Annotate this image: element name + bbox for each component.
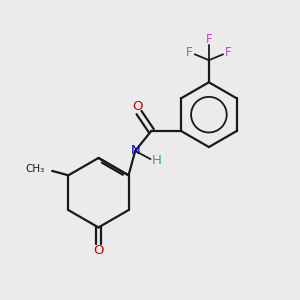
Text: O: O bbox=[132, 100, 143, 112]
Text: F: F bbox=[225, 46, 232, 59]
Text: H: H bbox=[152, 154, 162, 167]
Text: F: F bbox=[186, 46, 193, 59]
Text: F: F bbox=[206, 33, 212, 46]
Text: N: N bbox=[130, 144, 140, 158]
Text: CH₃: CH₃ bbox=[26, 164, 45, 173]
Text: O: O bbox=[93, 244, 104, 256]
